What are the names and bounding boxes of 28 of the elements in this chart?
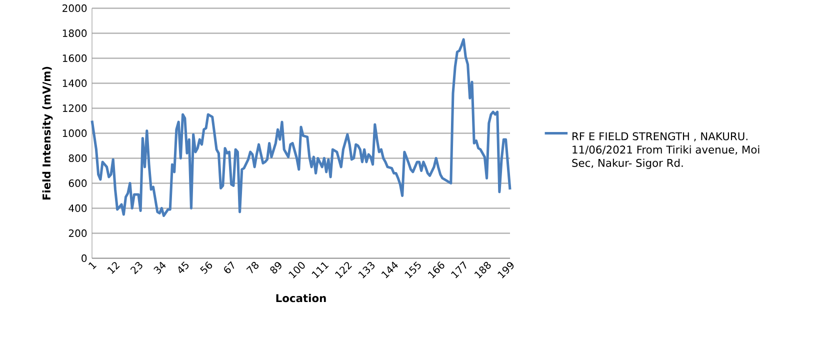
y-axis-title: Field Intensity (mV/m) <box>42 66 53 200</box>
x-tick-label: 12 <box>107 262 120 274</box>
x-tick-label: 122 <box>335 262 352 278</box>
x-tick-label: 1 <box>88 262 97 270</box>
y-tick-label: 1800 <box>62 29 87 37</box>
x-tick-label: 111 <box>312 262 329 278</box>
y-tick-label: 1600 <box>62 54 87 62</box>
x-tick-label: 78 <box>246 262 259 274</box>
x-tick-label: 89 <box>270 262 282 274</box>
y-tick-label: 200 <box>68 229 87 237</box>
x-axis-title: Location <box>276 294 326 302</box>
y-tick-label: 2000 <box>62 4 87 12</box>
y-tick-label: 1000 <box>62 129 87 137</box>
legend-label: RF E FIELD STRENGTH , NAKURU. 11/06/2021 From Tiriki avenue, Moi Sec, Nakur- Sigor Rd. <box>572 132 760 169</box>
x-tick-label: 100 <box>288 262 305 278</box>
y-tick-label: 800 <box>68 154 87 162</box>
y-tick-label: 600 <box>68 179 87 187</box>
y-tick-label: 1200 <box>62 104 87 112</box>
y-tick-label: 400 <box>68 204 87 212</box>
x-tick-label: 56 <box>200 261 212 274</box>
y-tick-label: 1400 <box>62 79 87 87</box>
x-tick-label: 133 <box>358 262 375 278</box>
x-tick-label: 34 <box>154 262 166 274</box>
x-tick-label: 67 <box>224 261 234 274</box>
x-tick-label: 23 <box>130 262 142 274</box>
y-tick-label: 0 <box>82 254 87 262</box>
x-tick-label: 199 <box>498 262 514 278</box>
x-tick-label: 45 <box>178 261 189 273</box>
